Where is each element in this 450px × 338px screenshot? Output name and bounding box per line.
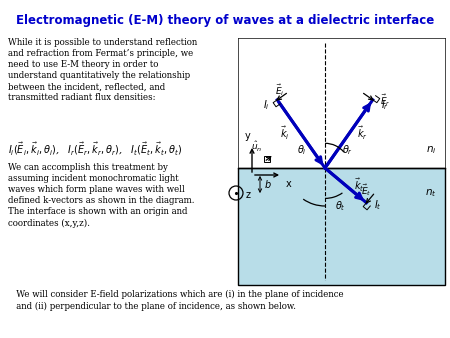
Text: $\theta_r$: $\theta_r$ — [342, 143, 353, 157]
Text: x: x — [286, 179, 292, 189]
Text: $\vec{E}_r$: $\vec{E}_r$ — [380, 92, 391, 108]
Text: $\vec{E}_i$: $\vec{E}_i$ — [275, 82, 285, 98]
Text: y: y — [245, 131, 251, 141]
Text: Electromagnetic (E-M) theory of waves at a dielectric interface: Electromagnetic (E-M) theory of waves at… — [16, 14, 434, 27]
Text: While it is possible to understand reflection
and refraction from Fermat’s princ: While it is possible to understand refle… — [8, 38, 197, 102]
Text: $I_i(\vec{E}_i, \vec{k}_i, \theta_i)$,   $I_r(\vec{E}_r, \vec{k}_r, \theta_r)$, : $I_i(\vec{E}_i, \vec{k}_i, \theta_i)$, $… — [8, 140, 182, 157]
Text: $\hat{u}_n$: $\hat{u}_n$ — [251, 140, 262, 154]
Text: $\vec{k}_r$: $\vec{k}_r$ — [357, 125, 368, 143]
Text: b: b — [265, 179, 271, 190]
Text: $\vec{k}_i$: $\vec{k}_i$ — [279, 125, 289, 143]
Bar — [238, 168, 445, 285]
Bar — [264, 156, 270, 162]
Text: $n_i$: $n_i$ — [427, 144, 437, 156]
Text: $n_t$: $n_t$ — [425, 187, 437, 199]
Text: $\theta_t$: $\theta_t$ — [335, 199, 346, 213]
Text: z: z — [246, 190, 251, 200]
Text: We can accomplish this treatment by
assuming incident monochromatic light
waves : We can accomplish this treatment by assu… — [8, 163, 194, 228]
Text: $\theta_i$: $\theta_i$ — [297, 143, 307, 157]
Text: $I_r$: $I_r$ — [381, 98, 389, 112]
Text: $I_i$: $I_i$ — [262, 98, 269, 112]
Text: $I_t$: $I_t$ — [374, 198, 382, 212]
Text: $\vec{k}_t$: $\vec{k}_t$ — [354, 177, 364, 194]
Text: We will consider E-field polarizations which are (i) in the plane of incidence
 : We will consider E-field polarizations w… — [8, 290, 344, 311]
Text: $\vec{E}_t$: $\vec{E}_t$ — [361, 182, 371, 198]
